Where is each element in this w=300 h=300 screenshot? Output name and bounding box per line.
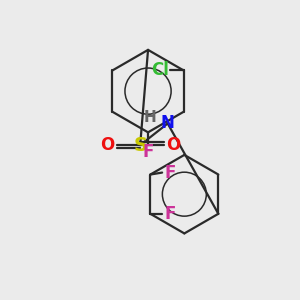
Text: O: O — [167, 136, 181, 154]
Text: H: H — [144, 110, 156, 125]
Text: F: F — [142, 143, 154, 161]
Text: F: F — [164, 205, 176, 223]
Text: O: O — [100, 136, 114, 154]
Text: Cl: Cl — [151, 61, 169, 80]
Text: F: F — [164, 164, 176, 181]
Text: N: N — [161, 115, 175, 133]
Text: S: S — [133, 136, 147, 154]
